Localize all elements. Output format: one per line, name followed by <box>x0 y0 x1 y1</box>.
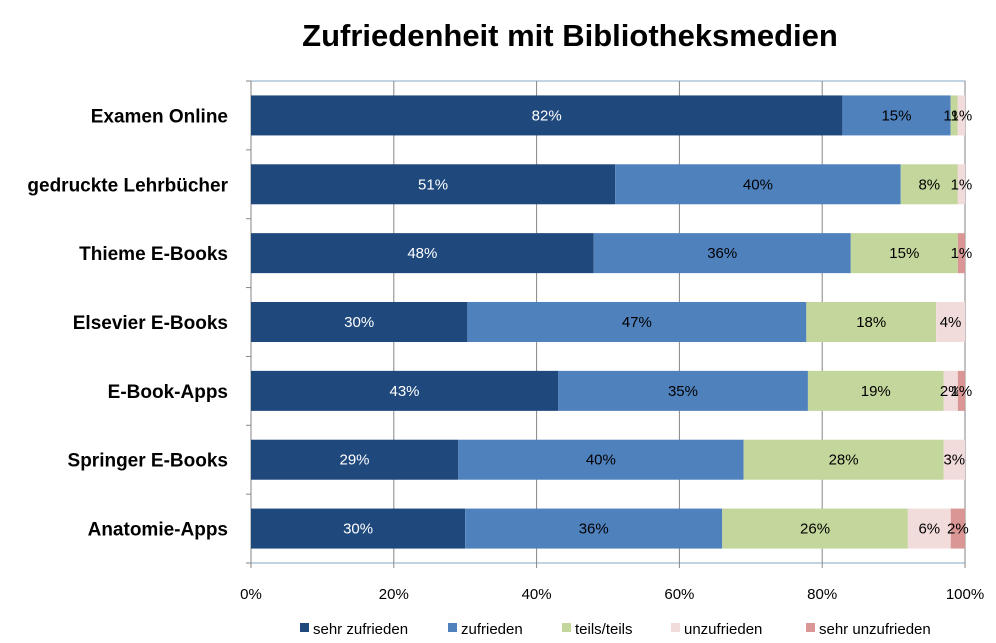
bar-segment <box>957 370 965 411</box>
bar-segment <box>458 439 744 480</box>
data-label: 48% <box>407 245 437 262</box>
legend-swatch <box>562 623 571 632</box>
bar-segment <box>957 164 965 205</box>
data-label: 3% <box>943 452 965 469</box>
bar-segment <box>251 302 468 342</box>
data-label: 40% <box>586 452 616 469</box>
legend-swatch <box>671 623 680 632</box>
data-label: 6% <box>918 521 940 538</box>
bar-segment <box>251 164 616 205</box>
bar-segment <box>558 370 808 411</box>
bar-segment <box>251 439 459 480</box>
bar-segment <box>807 370 944 411</box>
data-label: 30% <box>344 314 374 331</box>
x-tick-label: 60% <box>664 586 694 603</box>
data-label: 36% <box>707 245 737 262</box>
bar-segment <box>251 508 466 549</box>
data-label: 4% <box>940 314 962 331</box>
category-label: Thieme E-Books <box>79 244 228 265</box>
data-label: 1% <box>951 245 973 262</box>
category-label: Elsevier E-Books <box>73 313 228 334</box>
data-label: 40% <box>743 176 773 193</box>
bar-segment <box>950 95 958 136</box>
bar-segment <box>251 233 594 274</box>
data-label: 82% <box>532 107 562 124</box>
x-tick-label: 20% <box>379 586 409 603</box>
data-label: 29% <box>340 452 370 469</box>
data-label: 47% <box>622 314 652 331</box>
legend-label: teils/teils <box>575 621 633 638</box>
bar-segment <box>251 95 843 136</box>
data-label: 28% <box>829 452 859 469</box>
legend-label: unzufrieden <box>684 621 762 638</box>
bar-segment <box>957 95 965 136</box>
data-label: 1% <box>951 107 973 124</box>
bar-segment <box>907 508 951 549</box>
bar-segment <box>743 439 944 480</box>
bar-segment <box>465 508 723 549</box>
category-label: E-Book-Apps <box>108 382 228 403</box>
bar-segment <box>806 302 937 342</box>
data-label: 2% <box>940 383 962 400</box>
data-label: 8% <box>918 176 940 193</box>
data-label: 15% <box>881 107 911 124</box>
data-label: 26% <box>800 521 830 538</box>
bar-segment <box>251 370 559 411</box>
bar-segment <box>943 370 958 411</box>
data-label: 19% <box>861 383 891 400</box>
x-tick-label: 80% <box>807 586 837 603</box>
bar-segment <box>850 233 958 274</box>
data-label: 30% <box>343 521 373 538</box>
bar-segment <box>943 439 965 480</box>
x-tick-label: 0% <box>240 586 262 603</box>
chart-title: Zufriedenheit mit Bibliotheksmedien <box>302 18 838 53</box>
data-label: 43% <box>389 383 419 400</box>
x-tick-label: 100% <box>946 586 984 603</box>
legend-swatch <box>300 623 309 632</box>
legend-swatch <box>806 623 815 632</box>
category-label: gedruckte Lehrbücher <box>27 175 228 196</box>
bar-segment <box>593 233 851 274</box>
legend-swatch <box>448 623 457 632</box>
data-label: 2% <box>947 521 969 538</box>
data-label: 15% <box>889 245 919 262</box>
bar-segment <box>615 164 901 205</box>
bar-segment <box>842 95 951 136</box>
bar-segment <box>900 164 958 205</box>
data-label: 36% <box>579 521 609 538</box>
legend-label: sehr unzufrieden <box>819 621 931 638</box>
category-label: Examen Online <box>91 106 228 127</box>
data-label: 18% <box>856 314 886 331</box>
data-label: 1% <box>951 176 973 193</box>
data-label: 51% <box>418 176 448 193</box>
legend-label: zufrieden <box>461 621 523 638</box>
category-label: Anatomie-Apps <box>88 520 228 541</box>
bar-segment <box>936 302 965 342</box>
data-label: 1% <box>951 383 973 400</box>
bar-segment <box>957 233 965 274</box>
category-label: Springer E-Books <box>68 451 228 472</box>
bar-segment <box>467 302 807 342</box>
legend-label: sehr zufrieden <box>313 621 408 638</box>
data-label: 35% <box>668 383 698 400</box>
x-tick-label: 40% <box>522 586 552 603</box>
bar-segment <box>722 508 908 549</box>
bar-segment <box>950 508 965 549</box>
